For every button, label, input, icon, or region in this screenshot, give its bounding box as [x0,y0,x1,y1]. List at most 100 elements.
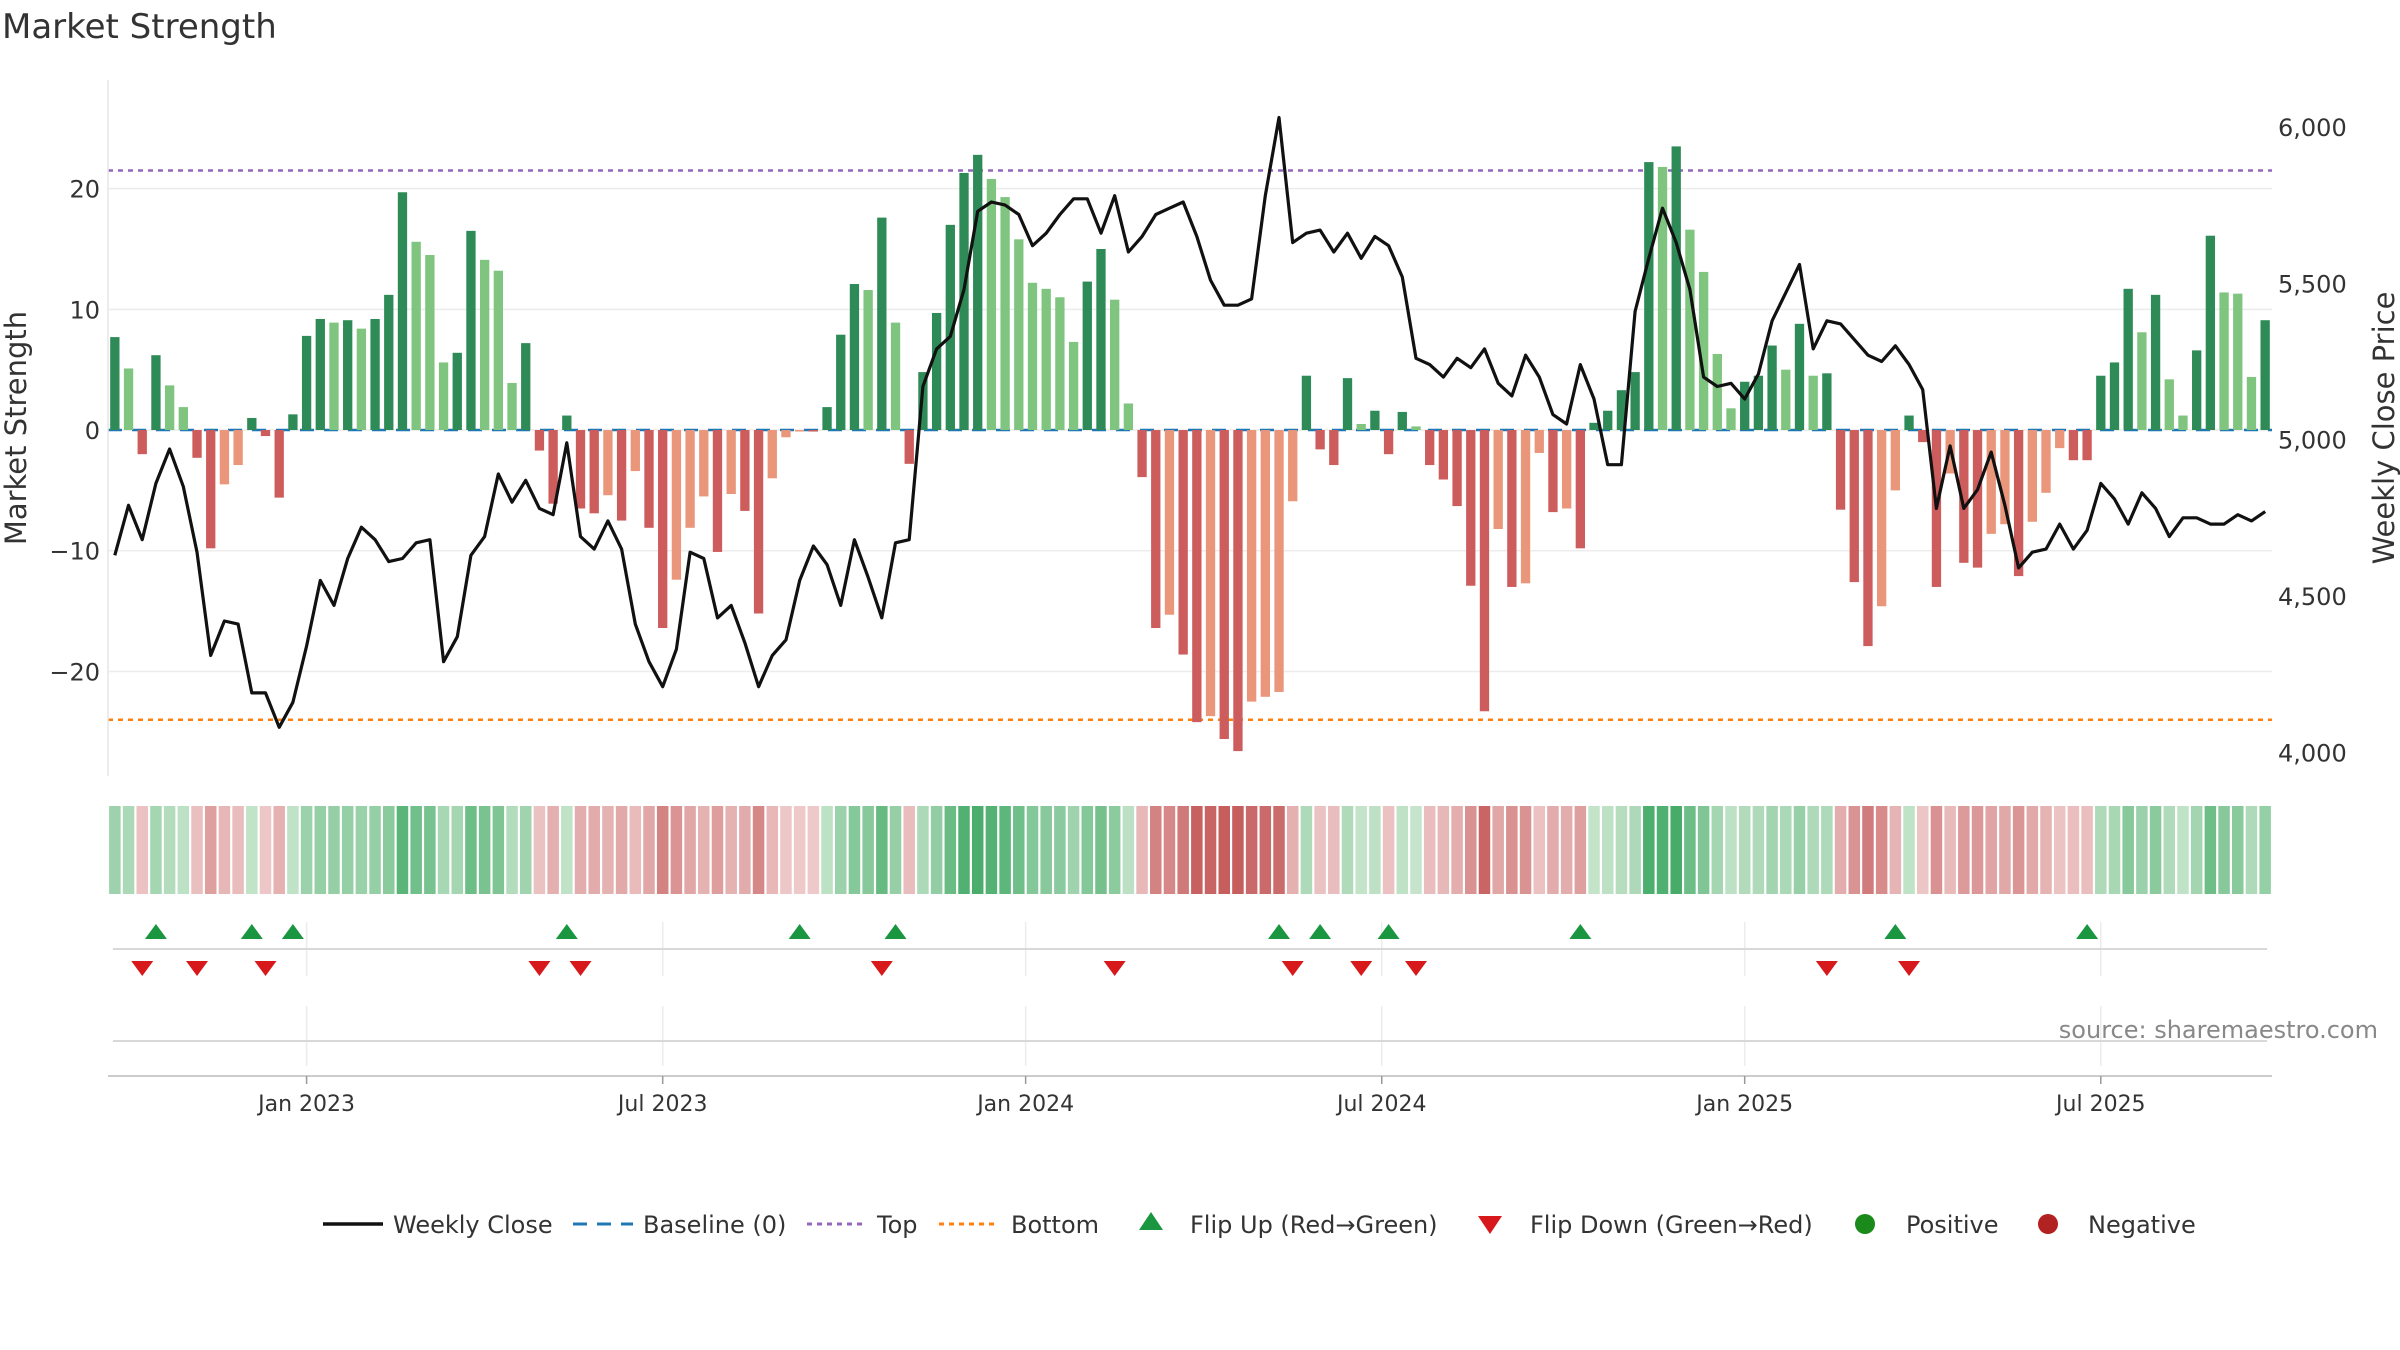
strength-bar [1342,378,1353,431]
heat-cell [1067,806,1080,894]
heat-cell [903,806,915,894]
heat-cell [1369,806,1381,894]
flip-up-marker [281,924,304,939]
heat-cell [465,806,477,894]
strength-bar [452,352,462,431]
heat-cell [1834,806,1847,894]
strength-bar [2082,430,2092,461]
strength-bar [1548,430,1558,513]
heat-cell [862,806,874,894]
heat-cell [1054,806,1066,894]
heat-cell [1725,806,1737,894]
strength-bar [1425,430,1435,466]
strength-bar [1096,248,1106,431]
strength-bar [603,430,613,496]
strength-bar [384,294,394,431]
heat-cell [1615,806,1628,894]
heat-cell [958,806,970,894]
heat-cell [807,806,820,894]
heat-cell [1382,806,1395,894]
strength-bar [1575,430,1585,549]
heat-cell [615,806,628,894]
heat-cell [437,806,450,894]
strength-bar [808,430,819,432]
heat-cell [1930,806,1943,894]
strength-bar [616,430,627,521]
heat-cell [273,806,285,894]
strength-bar [1685,229,1695,431]
strength-bar [2068,430,2079,461]
heat-cell [2095,806,2107,894]
flip-up-marker [144,924,167,939]
heat-cell [2053,806,2066,894]
strength-bar [1068,341,1079,431]
strength-bar [1438,430,1449,480]
flip-up-marker [1884,924,1907,939]
strength-bar [1630,372,1640,431]
heat-cell [204,806,217,894]
heat-cell [506,806,518,894]
flip-up-marker [2076,924,2099,939]
strength-bar [1178,430,1188,655]
strength-bar [1822,373,1832,431]
heat-cell [876,806,888,894]
strength-heat-strip [109,806,2271,894]
strength-bar [671,430,682,580]
strength-bar [1507,430,1517,587]
heat-cell [519,806,532,894]
x-axis: Jan 2023 Jul 2023 Jan 2024 Jul 2024 Jan 2025… [256,1076,2146,1117]
strength-bar [1082,281,1092,431]
heat-cell [1081,806,1094,894]
strength-bar [1041,288,1051,431]
strength-bar [260,430,271,437]
strength-bar [1808,375,1818,431]
strength-bar [123,368,134,431]
heat-cell [1396,806,1409,894]
heat-cell [2204,806,2217,894]
heat-cell [1944,806,1956,894]
heat-cell [1629,806,1641,894]
strength-bar [1301,375,1312,431]
heat-cell [766,806,779,894]
heat-cell [1314,806,1326,894]
heat-cell [1971,806,1984,894]
strength-bar [740,430,750,511]
strength-bar [206,430,216,549]
legend-negative-swatch [2038,1214,2058,1234]
strength-bar [1397,411,1407,431]
strength-bar [2150,294,2161,431]
strength-bar [781,430,791,438]
strength-bar [1466,430,1476,586]
heat-cell [1999,806,2011,894]
strength-bar [1055,297,1065,431]
legend: Weekly Close Baseline (0) Top Bottom Flip Up… [323,1211,2196,1239]
heat-cell [1259,806,1272,894]
flip-down-marker [1350,961,1373,976]
flip-up-marker [884,924,907,939]
strength-bar [630,430,640,472]
heat-cell [1821,806,1833,894]
heat-cell [1848,806,1861,894]
strength-bar [1877,430,1887,607]
strength-bar [753,430,764,614]
strength-bar [356,328,367,431]
strength-bar [233,430,243,466]
heat-cell [1177,806,1189,894]
strength-bar [137,430,147,455]
legend-flip-up-swatch [1139,1212,1163,1230]
flip-up-marker [788,924,811,939]
heat-cell [1300,806,1313,894]
strength-bar [575,430,586,509]
heat-cell [2163,806,2176,894]
heat-cell [232,806,244,894]
strength-bar [315,318,325,431]
right-tick-label: 4,000 [2278,739,2347,767]
heat-cell [985,806,998,894]
flip-up-marker [240,924,263,939]
strength-bar [2123,288,2133,431]
heat-cell [1916,806,1929,894]
heat-cell [1766,806,1778,894]
strength-bar [1959,430,1969,563]
strength-bar [1164,430,1175,615]
flip-down-marker [569,961,592,976]
